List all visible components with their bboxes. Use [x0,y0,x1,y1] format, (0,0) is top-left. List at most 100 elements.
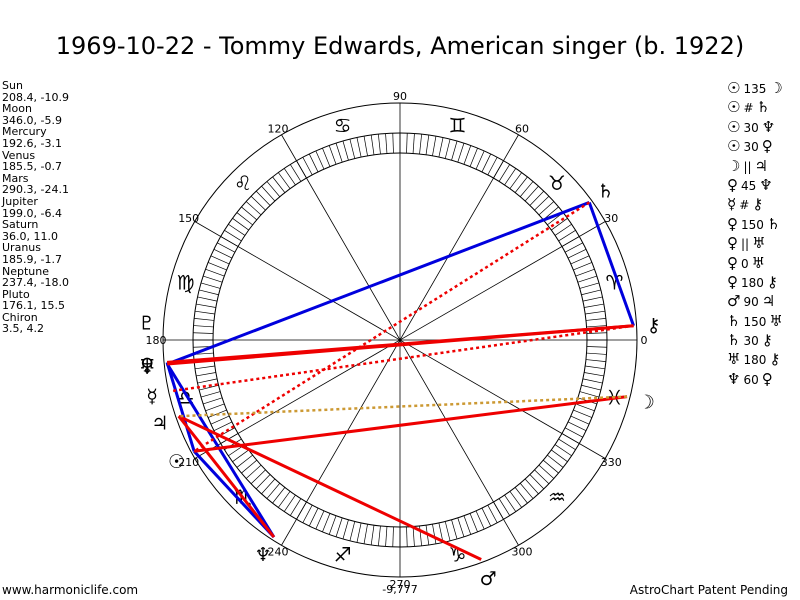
degree-tick [412,133,415,154]
degree-tick [236,454,253,468]
planet-coords: 199.0, -6.4 [2,206,62,220]
aspect-planet-1: ☿ [727,195,737,214]
planet-glyph: ♄ [597,181,614,203]
degree-tick [487,504,498,523]
degree-tick [579,391,600,398]
degree-label: 0 [641,334,648,347]
planet-glyph: ♂ [480,568,497,590]
degree-tick [463,145,472,165]
degree-tick [438,522,444,543]
degree-tick [197,296,218,302]
degree-tick [385,133,388,154]
aspect-line [178,395,628,418]
aspect-planet-2: ♅ [769,311,783,330]
degree-tick [567,421,587,432]
aspect-angle: 30 [743,140,759,155]
aspect-planet-2: ♅ [751,253,766,272]
degree-tick [412,526,415,547]
planet-glyph: ☽ [638,391,655,413]
degree-tick [200,391,221,398]
degree-tick [487,157,498,176]
degree-tick [322,147,331,167]
degree-tick [551,449,568,462]
degree-label: 180 [146,334,167,347]
degree-tick [564,427,583,438]
degree-tick [392,133,394,154]
degree-tick [582,296,603,302]
degree-tick [363,136,368,156]
degree-tick [205,403,225,412]
degree-tick [193,325,214,328]
degree-tick [194,365,215,370]
degree-tick [451,519,458,540]
zodiac-sign-glyph: ♋ [334,114,352,138]
degree-tick [481,507,492,527]
degree-tick [481,153,492,173]
degree-tick [205,268,225,277]
planet-name: Mercury [2,125,47,139]
degree-tick [419,134,422,155]
aspect-angle: 150 [741,217,764,232]
degree-tick [469,147,478,167]
degree-tick [356,137,362,158]
planet-name: Chiron [2,310,38,324]
degree-tick [581,289,601,296]
degree-tick [567,248,587,259]
degree-tick [570,255,590,265]
aspect-lines [165,201,635,561]
degree-tick [425,134,430,155]
degree-tick [315,150,325,170]
degree-tick [308,507,319,527]
degree-tick [302,157,313,176]
degree-tick [554,223,572,236]
degree-tick [363,524,368,544]
planet-glyph: ♃ [151,413,168,435]
degree-tick [586,352,607,355]
degree-tick [551,218,568,231]
degree-tick [524,478,539,495]
degree-tick [558,230,576,242]
degree-label: 120 [268,123,289,136]
degree-tick [451,140,458,161]
degree-tick [203,275,223,283]
degree-tick [255,190,271,206]
aspect-planet-1: ♆ [727,369,741,388]
aspect-planet-1: ☉ [727,137,741,156]
degree-tick [378,525,381,546]
aspect-planet-2: ♃ [754,156,768,175]
aspect-row: ♀ 150 ♄ [727,215,783,234]
degree-tick [575,268,595,277]
planet-coords: 36.0, 11.0 [2,229,58,243]
aspect-row: ♀ || ♅ [727,234,783,253]
planet-name: Moon [2,102,32,116]
degree-tick [585,318,606,321]
aspect-angle: 150 [743,314,767,329]
degree-tick [586,332,607,334]
footer-site-link[interactable]: www.harmoniclife.com [2,583,139,597]
aspect-planet-2: ♄ [766,214,781,233]
aspect-row: ♀ 45 ♆ [727,176,783,195]
degree-tick [444,139,451,159]
degree-tick [509,172,522,189]
degree-tick [302,504,313,523]
degree-tick [524,185,539,202]
degree-tick [232,218,249,231]
degree-tick [564,242,583,253]
degree-tick [558,438,576,450]
aspect-angle: || [743,159,752,174]
planet-name: Sun [2,79,23,92]
planet-coords: 185.5, -0.7 [2,160,62,174]
degree-tick [349,139,356,159]
aspect-planet-1: ♀ [727,175,738,194]
degree-tick [199,289,219,296]
degree-tick [457,143,465,163]
aspect-planet-2: ⚷ [766,272,778,291]
degree-tick [581,384,601,391]
aspect-planet-1: ♀ [727,253,738,272]
degree-label: 330 [601,456,622,469]
aspect-planet-1: ♀ [727,214,738,233]
degree-tick [585,359,606,362]
degree-tick [213,248,233,259]
aspect-planet-1: ♅ [727,350,741,369]
